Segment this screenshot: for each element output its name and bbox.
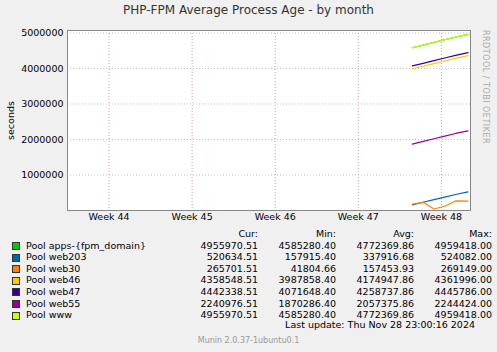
- html-text:4772369.86: 4772369.86: [356, 309, 414, 321]
- html-text:157915.40: 157915.40: [284, 251, 336, 263]
- html-text:4772369.86: 4772369.86: [356, 239, 414, 251]
- html-text:4071648.40: 4071648.40: [278, 286, 336, 297]
- html-text:4959418.00: 4959418.00: [434, 239, 492, 251]
- html-text:4585280.40: 4585280.40: [278, 309, 336, 321]
- html-text:Pool web30: Pool web30: [26, 262, 81, 274]
- svg-text:1000000: 1000000: [21, 169, 63, 180]
- html-text:269149.00: 269149.00: [440, 262, 492, 274]
- html-text:1870286.40: 1870286.40: [278, 297, 336, 309]
- html-text:Pool web46: Pool web46: [26, 274, 81, 286]
- html-text:4442338.51: 4442338.51: [200, 286, 258, 297]
- svg-text:5000000: 5000000: [21, 27, 63, 38]
- html-text:524082.00: 524082.00: [440, 251, 492, 263]
- svg-text:Week 48: Week 48: [421, 211, 462, 222]
- html-text:2240976.51: 2240976.51: [200, 297, 258, 309]
- html-text:4959418.00: 4959418.00: [434, 309, 492, 321]
- html-text:RRDTOOL / TOBI OETIKER: RRDTOOL / TOBI OETIKER: [481, 30, 490, 144]
- html-text:Cur:: Cur:: [238, 228, 258, 239]
- html-text:265701.51: 265701.51: [206, 262, 258, 274]
- html-text:Pool web55: Pool web55: [26, 297, 81, 309]
- html-text:41804.66: 41804.66: [290, 262, 336, 274]
- html-text:Last update: Thu Nov 28 23:00:: Last update: Thu Nov 28 23:00:16 2024: [285, 319, 475, 330]
- html-text:Max:: Max:: [469, 228, 492, 239]
- html-text:2244424.00: 2244424.00: [434, 297, 492, 309]
- html-text:2057375.86: 2057375.86: [356, 297, 414, 309]
- html-text:Pool apps-{fpm_domain}: Pool apps-{fpm_domain}: [26, 239, 146, 251]
- html-text:Munin 2.0.37-1ubuntu0.1: Munin 2.0.37-1ubuntu0.1: [197, 336, 300, 345]
- svg-text:Week 47: Week 47: [338, 211, 379, 222]
- html-text:4258737.86: 4258737.86: [356, 286, 414, 297]
- html-text:4361996.00: 4361996.00: [434, 274, 492, 286]
- html-text:4358548.51: 4358548.51: [200, 274, 258, 286]
- html-text:4955970.51: 4955970.51: [200, 239, 258, 251]
- html-text:4955970.51: 4955970.51: [200, 309, 258, 321]
- html-text:4445786.00: 4445786.00: [434, 286, 492, 297]
- svg-text:seconds: seconds: [5, 101, 16, 140]
- html-text:PHP-FPM Average Process Age -: PHP-FPM Average Process Age - by month: [123, 3, 374, 17]
- html-text:Pool web47: Pool web47: [26, 286, 81, 297]
- html-text:Avg:: Avg:: [393, 228, 414, 239]
- svg-text:3000000: 3000000: [21, 98, 63, 109]
- html-text:Pool www: Pool www: [26, 309, 72, 321]
- svg-text:2000000: 2000000: [21, 134, 63, 145]
- html-text:157453.93: 157453.93: [362, 262, 414, 274]
- html-text:520634.51: 520634.51: [206, 251, 258, 263]
- svg-text:Week 45: Week 45: [172, 211, 213, 222]
- svg-text:4000000: 4000000: [21, 63, 63, 74]
- html-text:Pool web203: Pool web203: [26, 251, 87, 263]
- html-text:Min:: Min:: [315, 228, 336, 239]
- svg-text:Week 44: Week 44: [88, 211, 129, 222]
- html-text:4174947.86: 4174947.86: [356, 274, 414, 286]
- html-text:337916.68: 337916.68: [362, 251, 414, 263]
- svg-text:Week 46: Week 46: [255, 211, 296, 222]
- html-text:4585280.40: 4585280.40: [278, 239, 336, 251]
- html-text:3987858.40: 3987858.40: [278, 274, 336, 286]
